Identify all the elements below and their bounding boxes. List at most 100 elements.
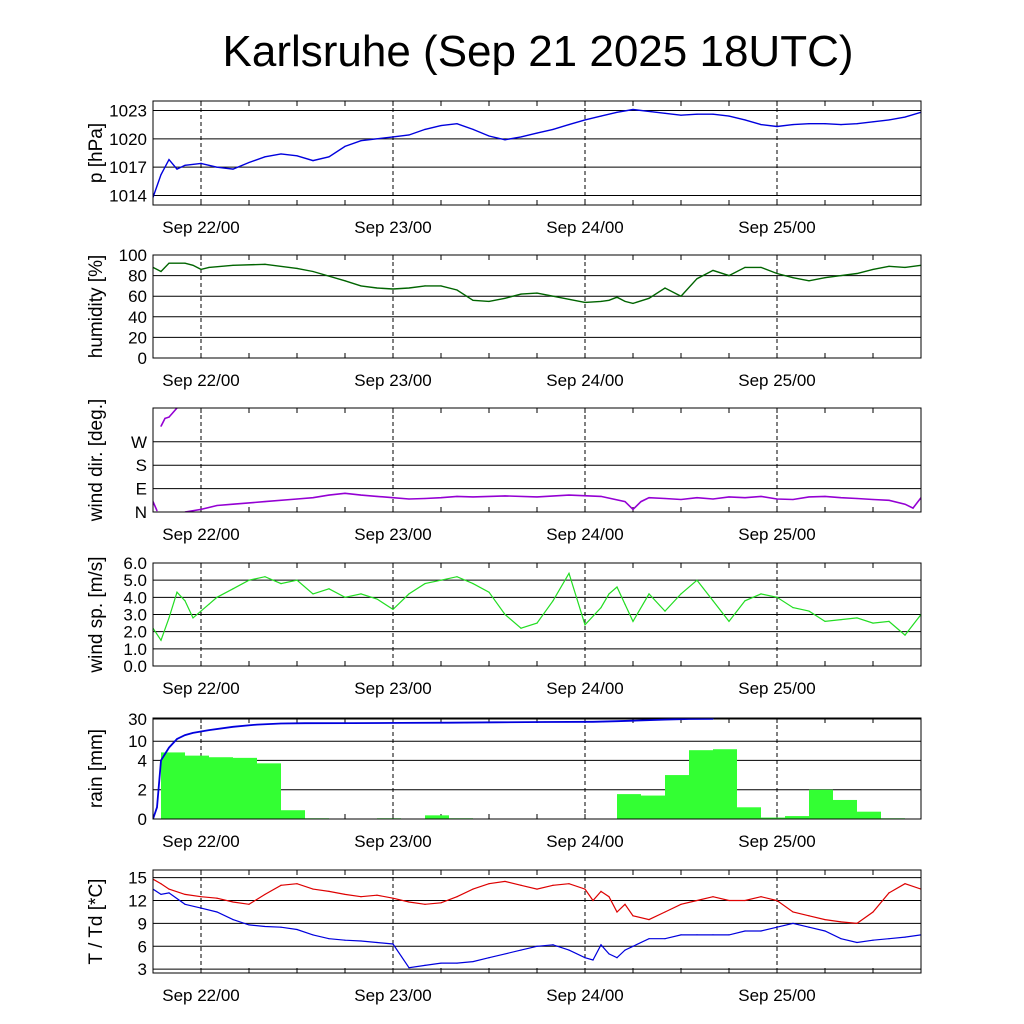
humidity-line-point — [200, 268, 202, 271]
dewpoint-line-point — [680, 934, 682, 936]
pressure-line-point — [584, 119, 586, 121]
y-tick-label: 3.0 — [123, 606, 147, 625]
pressure-line-point — [488, 135, 490, 137]
wind-direction-point — [376, 495, 378, 497]
humidity-line-point — [856, 272, 858, 275]
dewpoint-line-point — [296, 928, 298, 931]
humidity-line-point — [904, 266, 906, 268]
temperature-line-point — [216, 897, 218, 899]
humidity-line-point — [808, 280, 810, 282]
x-tick-label: Sep 23/00 — [354, 679, 432, 698]
humidity-line-point — [584, 301, 586, 303]
wind-speed-line-point — [632, 620, 634, 622]
rain-bar — [761, 817, 785, 819]
temperature-line-point — [232, 901, 234, 903]
dewpoint-line-point — [504, 953, 506, 955]
humidity-line-point — [760, 266, 762, 268]
humidity-line-point — [608, 299, 610, 301]
dewpoint-line-point — [568, 949, 570, 951]
rain-total-line-point — [664, 718, 666, 721]
rain-total-line-point — [160, 759, 162, 762]
pressure-line-point — [328, 156, 330, 158]
rain-total-line-point — [616, 720, 618, 722]
wind-speed-line-point — [360, 593, 362, 595]
temperature-line-point — [608, 896, 610, 898]
rain-total-line-point — [496, 721, 498, 723]
temperature-line-point — [592, 899, 594, 902]
wind-speed-line-point — [248, 579, 250, 581]
dewpoint-line-point — [536, 945, 538, 947]
rain-total-line-point — [280, 722, 282, 725]
wind-direction-point — [744, 497, 746, 499]
wind-speed-line-point — [216, 596, 218, 598]
panel-data — [153, 262, 921, 305]
pressure-line-point — [472, 128, 474, 130]
dewpoint-line-point — [872, 939, 874, 941]
pressure-line-point — [184, 164, 186, 166]
humidity-line-point — [376, 287, 378, 289]
humidity-line-point — [192, 264, 194, 266]
rain-total-line-point — [448, 722, 450, 724]
temperature-line-point — [440, 902, 442, 904]
rain-bar — [665, 775, 689, 819]
humidity-line-point — [824, 277, 826, 279]
y-tick-label: 0 — [138, 349, 147, 368]
temperature-line-point — [808, 915, 810, 917]
humidity-line-point — [392, 288, 394, 290]
wind-direction-point — [216, 504, 218, 507]
x-tick-label: Sep 22/00 — [162, 679, 240, 698]
y-axis-label: p [hPa] — [86, 123, 107, 183]
dewpoint-line-point — [856, 941, 858, 944]
wind-speed-line-point — [536, 622, 538, 624]
dewpoint-line-point — [824, 930, 826, 932]
wind-direction-point — [328, 494, 330, 496]
temperature-line-point — [168, 888, 170, 890]
wind-speed-line-point — [344, 596, 346, 598]
pressure-line-point — [176, 168, 178, 170]
temperature-line-point — [200, 896, 202, 898]
temperature-line-point — [376, 894, 378, 896]
temperature-line-point — [904, 883, 906, 885]
temperature-line-point — [648, 918, 650, 921]
wind-direction-point — [536, 496, 538, 498]
dewpoint-line-point — [200, 907, 202, 909]
temperature-line-point — [624, 903, 626, 905]
rain-bar — [185, 755, 209, 819]
temperature-line-point — [616, 911, 618, 913]
rain-total-line-point — [208, 729, 210, 731]
pressure-line-point — [312, 159, 314, 162]
wind-direction-point — [472, 496, 474, 498]
pressure-line-point — [248, 161, 250, 164]
humidity-line-point — [552, 295, 554, 297]
wind-speed-line-point — [424, 583, 426, 585]
pressure-line-point — [232, 168, 234, 170]
wind-speed-line-point — [600, 607, 602, 609]
wind-direction-point — [168, 416, 170, 418]
y-tick-label: 9 — [138, 914, 147, 933]
wind-direction-point — [792, 498, 794, 501]
wind-direction-point — [568, 494, 570, 496]
pressure-line — [153, 108, 921, 198]
rain-bar — [233, 757, 257, 819]
humidity-line-point — [456, 289, 458, 291]
wind-direction-point — [232, 503, 234, 505]
dewpoint-line-point — [232, 918, 234, 921]
temperature-line-point — [504, 880, 506, 883]
humidity-line-point — [408, 287, 410, 289]
x-tick-label: Sep 25/00 — [738, 986, 816, 1005]
temperature-line-point — [280, 884, 282, 886]
wind-speed-line-point — [696, 579, 698, 581]
dewpoint-line-point — [840, 938, 842, 940]
panel-data — [153, 878, 921, 969]
wind-speed-line-point — [440, 579, 442, 581]
y-tick-label: 1014 — [109, 187, 147, 206]
temperature-line-point — [760, 896, 762, 898]
y-tick-label: 80 — [128, 267, 147, 286]
wind-speed-line-point — [232, 588, 234, 590]
temperature-line-point — [728, 899, 730, 902]
humidity-line-point — [264, 263, 266, 265]
wind-speed-line-point — [648, 593, 650, 595]
pressure-line-point — [408, 134, 410, 136]
